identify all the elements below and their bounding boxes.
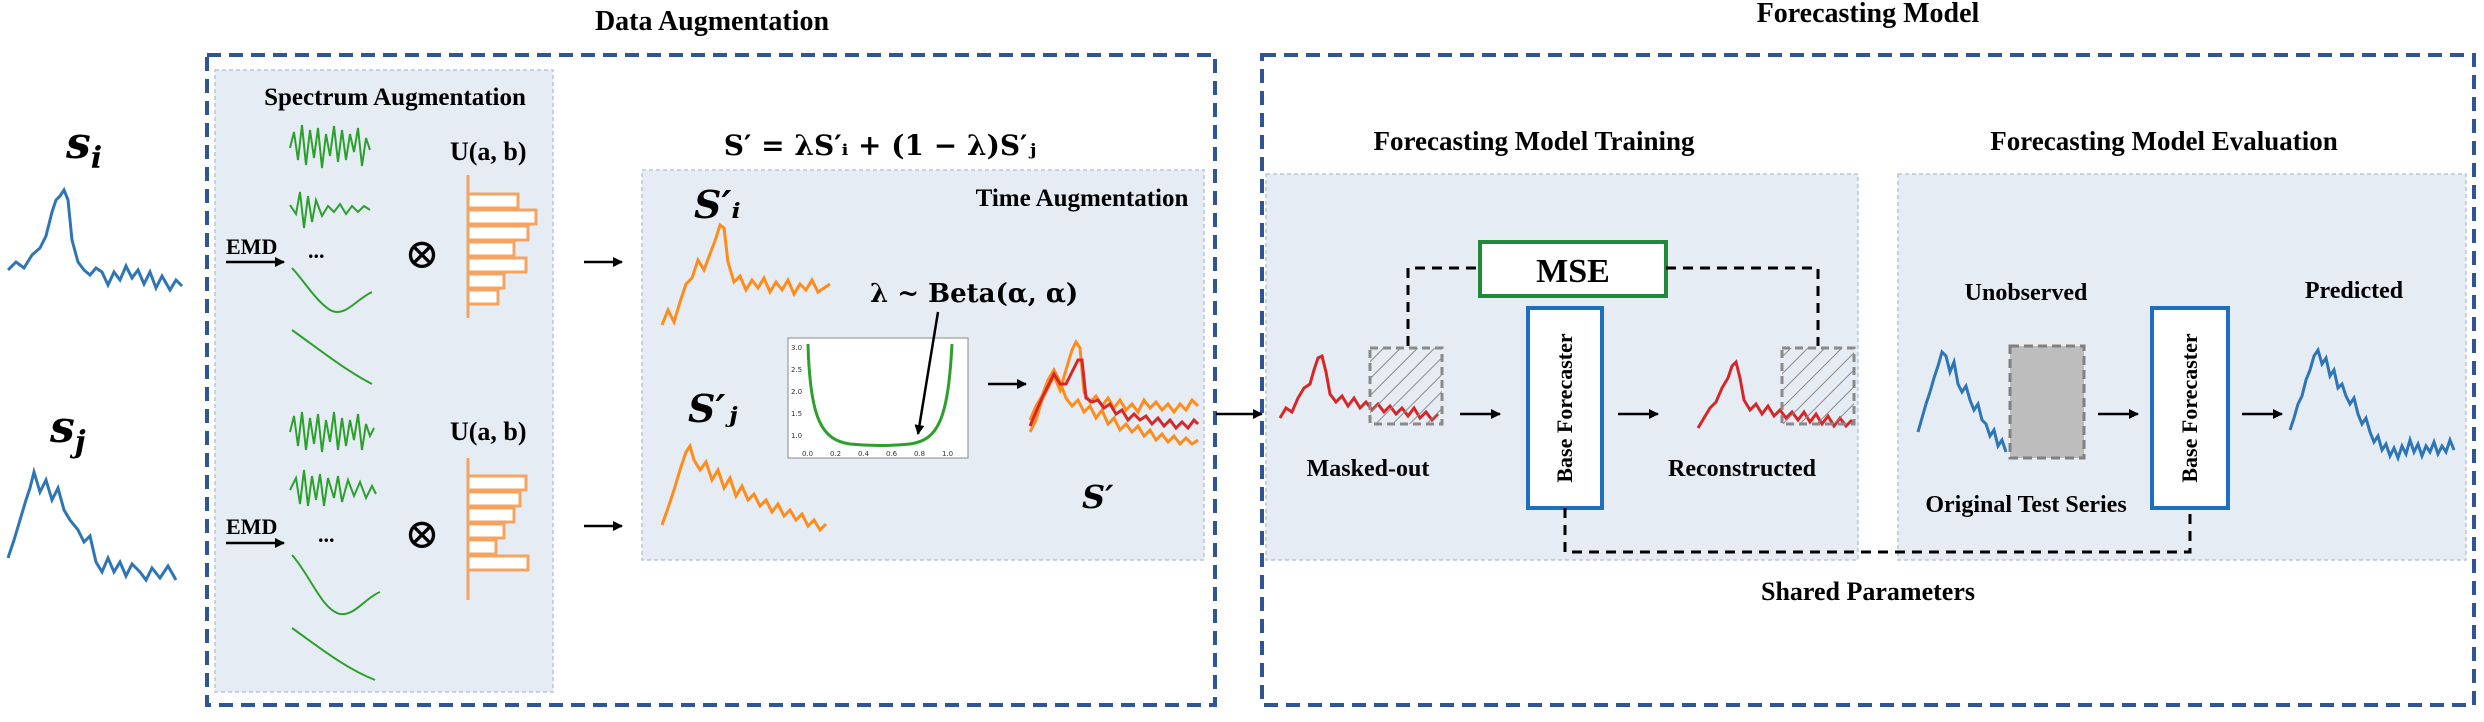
sj-prime-label: S′ⱼ [688,386,738,431]
svg-text:sj: sj [49,402,86,460]
uniform-histogram-bottom [466,458,530,600]
otimes-top: ⊗ [404,232,439,278]
base-forecaster-evaluation [2150,306,2230,510]
imf-stack-top: ... [289,124,373,385]
beta-y-tick-0: 3.0 [791,344,802,352]
beta-x-tick-4: 0.8 [914,450,925,458]
reconstructed-series [1696,346,1856,429]
section-title-forecasting-model: Forecasting Model [1757,0,1980,29]
otimes-bottom: ⊗ [404,512,439,558]
base-forecaster-training-label: Base Forecaster [1552,333,1577,482]
beta-x-tick-1: 0.2 [830,450,841,458]
beta-x-tick-2: 0.4 [858,450,870,458]
augmented-series-si-prime [660,222,831,327]
base-forecaster-evaluation-label: Base Forecaster [2177,333,2202,482]
shared-parameters-label: Shared Parameters [1761,577,1975,606]
svg-text:si: si [65,118,102,176]
predicted-label: Predicted [2305,278,2404,304]
beta-y-tick-2: 2.0 [791,388,802,396]
imf-dots-top: ... [308,238,325,263]
beta-x-tick-3: 0.6 [886,450,898,458]
evaluation-title: Forecasting Model Evaluation [1990,126,2338,156]
s-prime-label: S′ [1082,478,1114,516]
unobserved-region [2008,344,2086,460]
input-series-sj: sj [6,402,178,583]
section-title-data-augmentation: Data Augmentation [595,6,830,37]
uniform-histogram-top [466,175,538,318]
emd-label-bottom: EMD [226,514,277,539]
training-title: Forecasting Model Training [1374,126,1695,156]
data-augmentation-box [205,53,1217,707]
time-augmentation-title: Time Augmentation [976,185,1189,212]
reconstructed-mask-region [1780,346,1856,426]
mse-label: MSE [1536,253,1610,290]
imf-dots-bottom: ... [318,522,335,547]
input-series-si: si [6,118,184,293]
mask-region [1368,346,1444,426]
beta-pdf-inset: 3.0 2.5 2.0 1.5 1.0 0.0 0.2 0.4 0.6 0.8 … [787,337,969,459]
lambda-pointer-arrow [914,311,940,435]
mse-connector-left [1406,266,1480,346]
augmented-series-sj-prime [660,442,828,533]
unobserved-label: Unobserved [1965,280,2088,306]
beta-x-tick-0: 0.0 [802,450,813,458]
original-test-series [1916,349,2008,453]
imf-stack-bottom: ... [289,411,381,681]
forecasting-model-box [1260,53,2476,707]
spectrum-augmentation-panel [214,69,554,693]
beta-y-tick-3: 1.5 [791,410,802,418]
lambda-beta-label: λ ~ Beta(α, α) [870,279,1078,309]
reconstructed-label: Reconstructed [1668,456,1817,482]
masked-out-label: Masked-out [1307,456,1430,482]
spectrum-augmentation-title: Spectrum Augmentation [264,84,526,111]
beta-y-tick-4: 1.0 [791,432,802,440]
mse-connector-right [1666,266,1820,346]
mixup-formula: S′ = λS′ᵢ + (1 − λ)S′ⱼ [724,129,1036,162]
si-prime-label: S′ᵢ [694,182,741,227]
predicted-series [2288,346,2456,463]
uniform-label-bottom: U(a, b) [450,417,527,446]
uniform-label-top: U(a, b) [450,137,527,166]
shared-parameters-connector [1563,508,2192,554]
beta-x-tick-5: 1.0 [942,450,953,458]
beta-y-tick-1: 2.5 [791,366,802,374]
emd-label-top: EMD [226,234,277,259]
mse-box [1478,240,1668,298]
original-test-series-label: Original Test Series [1925,492,2126,518]
masked-series [1278,346,1444,426]
mixed-series-plot [1028,339,1200,447]
